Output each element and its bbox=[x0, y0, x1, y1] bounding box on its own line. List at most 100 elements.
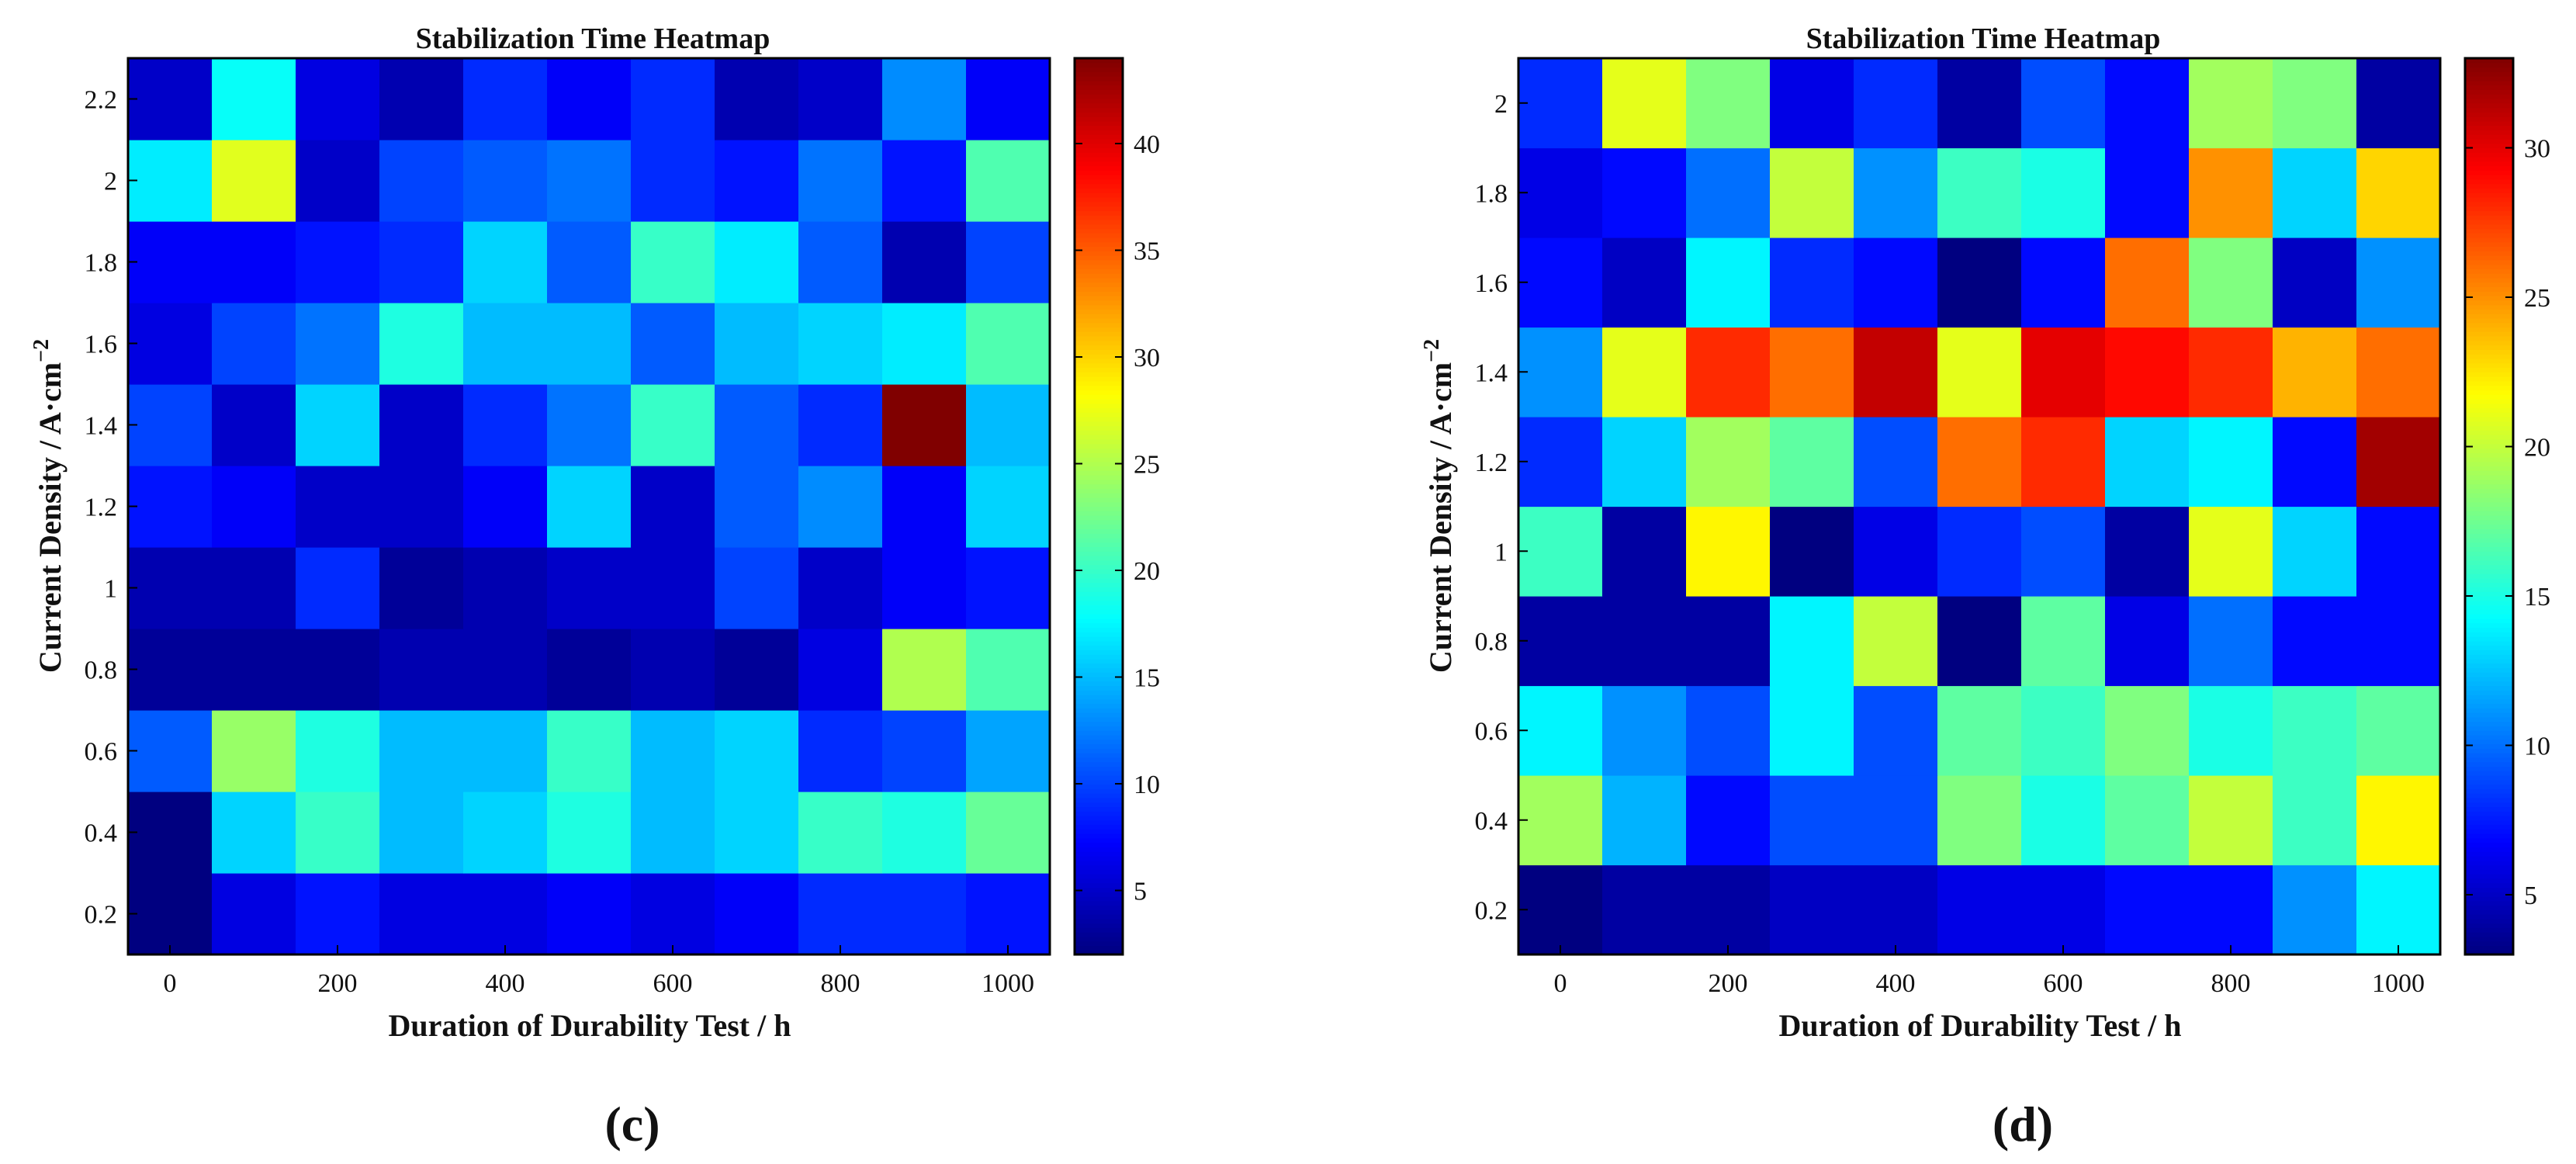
panel-c-colorbar-strip bbox=[1075, 735, 1123, 740]
panel-c-colorbar-strip bbox=[1075, 506, 1123, 511]
panel-c-colorbar-strip bbox=[1075, 466, 1123, 471]
panel-d-colorbar-strip bbox=[2465, 438, 2513, 445]
panel-d-cell bbox=[1518, 596, 1603, 687]
panel-d-x-tick-label: 200 bbox=[1709, 969, 1748, 998]
panel-c-cell bbox=[798, 629, 883, 711]
panel-c-cell bbox=[715, 547, 799, 629]
panel-c-colorbar-strip bbox=[1075, 461, 1123, 467]
panel-d-colorbar-strip bbox=[2465, 345, 2513, 350]
panel-c-colorbar-strip bbox=[1075, 672, 1123, 677]
panel-c-colorbar-strip bbox=[1075, 605, 1123, 610]
panel-d-colorbar-strip bbox=[2465, 430, 2513, 435]
panel-d-colorbar-strip bbox=[2465, 277, 2513, 283]
panel-d-ticks: 0 200 400 600 800 1000 0.2 0.4 0.6 0.8 1 1.2 1.4 1.6 1… bbox=[1475, 90, 2425, 998]
panel-c-cell bbox=[631, 140, 715, 222]
panel-c-colorbar-strip bbox=[1075, 259, 1123, 265]
panel-c-colorbar-strip bbox=[1075, 556, 1123, 561]
panel-d-colorbar-strip bbox=[2465, 273, 2513, 279]
panel-d-colorbar-strip bbox=[2465, 582, 2513, 588]
panel-d-colorbar-strip bbox=[2465, 900, 2513, 906]
panel-c-label: (c) bbox=[604, 1096, 660, 1152]
panel-d-colorbar-strip bbox=[2465, 300, 2513, 306]
panel-d-y-axis-label-main: Current Density / A·cm bbox=[1423, 362, 1458, 673]
panel-c-colorbar-strip bbox=[1075, 116, 1123, 122]
panel-d-y-tick-label: 0.2 bbox=[1475, 896, 1508, 925]
panel-d-colorbar-strip bbox=[2465, 703, 2513, 708]
panel-d-colorbar-strip bbox=[2465, 336, 2513, 341]
panel-d-cell bbox=[1770, 327, 1854, 417]
panel-d-colorbar-strip bbox=[2465, 461, 2513, 467]
panel-d-cell bbox=[1686, 506, 1771, 597]
panel-c-colorbar-strip bbox=[1075, 138, 1123, 144]
panel-d-colorbar-strip bbox=[2465, 542, 2513, 548]
panel-c-colorbar-strip bbox=[1075, 564, 1123, 570]
panel-d-cell bbox=[1770, 596, 1854, 687]
panel-c-colorbar-strip bbox=[1075, 784, 1123, 789]
panel-c-colorbar-strip bbox=[1075, 71, 1123, 77]
panel-c-cell bbox=[966, 384, 1051, 466]
panel-c-colorbar-strip bbox=[1075, 654, 1123, 660]
panel-c-y-tick-label: 1 bbox=[104, 575, 117, 604]
panel-c-colorbar-strip bbox=[1075, 730, 1123, 736]
panel-c-colorbar-strip bbox=[1075, 618, 1123, 624]
panel-c-colorbar-strip bbox=[1075, 501, 1123, 508]
panel-d-cell bbox=[1937, 864, 2022, 955]
panel-c-colorbar-strip bbox=[1075, 941, 1123, 947]
panel-c-colorbar-strip bbox=[1075, 864, 1123, 870]
panel-c-colorbar-strip bbox=[1075, 726, 1123, 731]
panel-c-cell bbox=[212, 303, 296, 385]
panel-d-colorbar-strip bbox=[2465, 412, 2513, 417]
panel-d-colorbar-strip bbox=[2465, 878, 2513, 884]
panel-d-colorbar-strip bbox=[2465, 286, 2513, 292]
panel-c-colorbar-strip bbox=[1075, 596, 1123, 601]
panel-d-colorbar-strip bbox=[2465, 501, 2513, 508]
panel-d-colorbar-strip bbox=[2465, 197, 2513, 203]
panel-d-cell bbox=[1518, 685, 1603, 776]
panel-c-colorbar-strip bbox=[1075, 219, 1123, 225]
panel-c-colorbar-strip bbox=[1075, 215, 1123, 220]
panel-d-cell bbox=[1770, 58, 1854, 149]
panel-c-cell bbox=[547, 384, 632, 466]
panel-c-cells bbox=[128, 58, 1051, 955]
panel-d-colorbar-strip bbox=[2465, 636, 2513, 642]
panel-c-colorbar-strip bbox=[1075, 125, 1123, 130]
panel-d-colorbar-strip bbox=[2465, 228, 2513, 234]
panel-c-colorbar-strip bbox=[1075, 251, 1123, 256]
panel-c-colorbar-strip bbox=[1075, 582, 1123, 588]
panel-d-colorbar-strip bbox=[2465, 905, 2513, 910]
panel-c-colorbar-strip bbox=[1075, 358, 1123, 364]
panel-c-colorbar-strip bbox=[1075, 824, 1123, 830]
panel-d-cell bbox=[2189, 596, 2273, 687]
panel-c-colorbar-strip bbox=[1075, 62, 1123, 68]
panel-c-colorbar-strip bbox=[1075, 197, 1123, 203]
panel-d-cell bbox=[2021, 58, 2106, 149]
panel-d-cell bbox=[2021, 685, 2106, 776]
panel-d-cell bbox=[1854, 237, 1938, 328]
panel-c-cell bbox=[547, 140, 632, 222]
panel-d-colorbar-strip bbox=[2465, 551, 2513, 556]
panel-d-colorbar-strip bbox=[2465, 533, 2513, 539]
panel-c-colorbar-strip bbox=[1075, 927, 1123, 933]
panel-d-cell bbox=[1686, 417, 1771, 508]
panel-d-colorbar-strip bbox=[2465, 210, 2513, 216]
panel-c-cell bbox=[715, 221, 799, 303]
panel-c-cell bbox=[296, 547, 380, 629]
panel-c-y-tick-label: 0.6 bbox=[85, 738, 118, 767]
panel-d-colorbar-strip bbox=[2465, 663, 2513, 668]
panel-c-cell bbox=[296, 303, 380, 385]
panel-c-colorbar-strip bbox=[1075, 573, 1123, 579]
panel-c-colorbar-strip bbox=[1075, 515, 1123, 521]
panel-d-colorbar-strip bbox=[2465, 869, 2513, 875]
panel-d-colorbar-strip bbox=[2465, 183, 2513, 189]
panel-d-colorbar-strip bbox=[2465, 421, 2513, 427]
panel-d-colorbar-strip bbox=[2465, 241, 2513, 248]
panel-c-cell bbox=[212, 873, 296, 955]
panel-d-cell bbox=[1686, 58, 1771, 149]
panel-c-colorbar-strip bbox=[1075, 739, 1123, 745]
panel-d-x-axis-label: Duration of Durability Test / h bbox=[1779, 1008, 2182, 1043]
panel-d-colorbar-strip bbox=[2465, 708, 2513, 713]
panel-c-cell bbox=[715, 384, 799, 466]
panel-d-colorbar-strip bbox=[2465, 134, 2513, 140]
panel-d-cell bbox=[1770, 147, 1854, 238]
panel-d-colorbar-strip bbox=[2465, 161, 2513, 167]
